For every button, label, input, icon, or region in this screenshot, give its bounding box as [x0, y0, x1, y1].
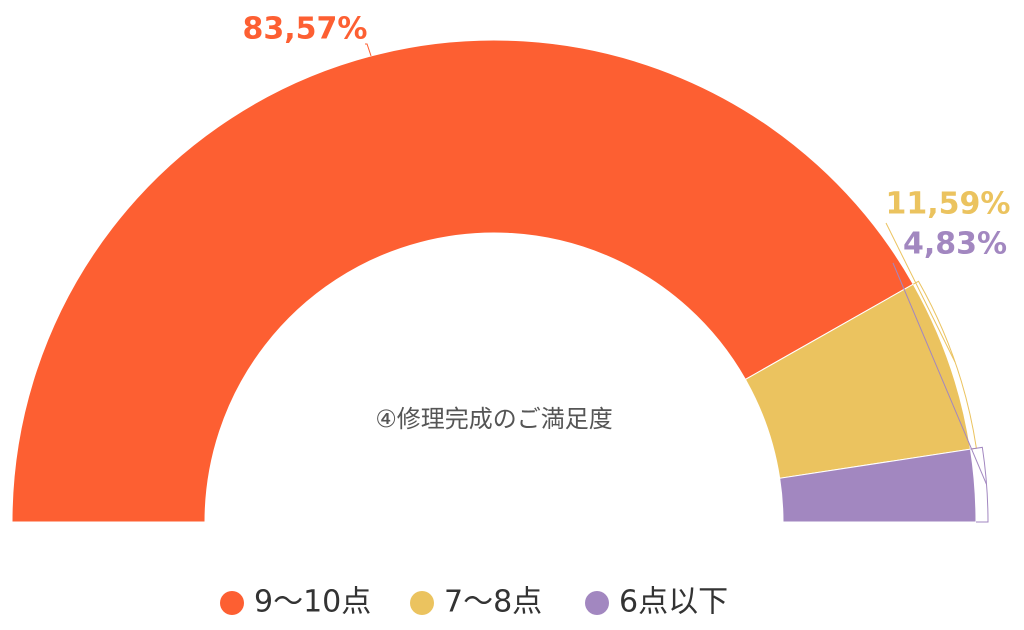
value-label: 11,59% — [886, 187, 1011, 222]
donut-segment — [11, 39, 914, 523]
leader-line — [892, 262, 988, 485]
leader-line — [365, 43, 372, 57]
legend-marker — [220, 591, 244, 615]
chart-title: ④修理完成のご満足度 — [375, 405, 613, 433]
legend-label: 9〜10点 — [254, 585, 371, 620]
legend-marker — [585, 591, 609, 615]
value-label: 4,83% — [903, 227, 1007, 262]
legend-label: 7〜8点 — [444, 585, 542, 620]
legend-label: 6点以下 — [619, 585, 728, 620]
value-label: 83,57% — [243, 12, 368, 47]
donut-segment — [779, 448, 977, 523]
legend-marker — [410, 591, 434, 615]
leader-line — [885, 222, 956, 363]
